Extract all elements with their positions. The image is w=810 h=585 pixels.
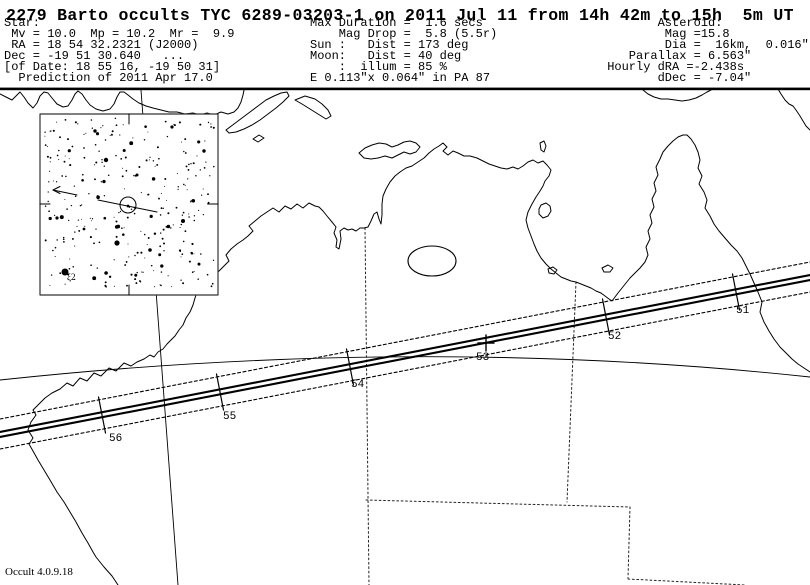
coastlines	[0, 88, 810, 585]
time-tick-54	[345, 348, 355, 386]
map-top-border	[0, 87, 810, 91]
small-island-north-arnhem	[539, 140, 547, 153]
groote-eylandt-island	[538, 202, 552, 219]
time-tick-52	[601, 298, 611, 336]
plus-marker-53	[477, 334, 495, 352]
path-time-ticks	[97, 273, 741, 434]
asteroid-motion-arrow	[52, 186, 158, 213]
path-time-label-55: 55	[223, 411, 237, 423]
new-guinea-coast-west	[642, 89, 712, 102]
page-title: 2279 Barto occults TYC 6289-03203-1 on 2…	[6, 6, 794, 25]
finder-chart-edge-ticks	[39, 113, 219, 296]
error-ellipse	[407, 245, 457, 277]
state-borders	[364, 227, 746, 585]
software-version-label: Occult 4.0.9.18	[5, 566, 73, 578]
wellesley-island	[547, 266, 558, 275]
path-uncertainty-north	[0, 261, 810, 420]
border-26s	[365, 499, 631, 508]
small-island-south-of-timor	[252, 134, 265, 143]
time-tick-55	[215, 373, 225, 411]
bright-star-label: ξ2	[67, 272, 76, 282]
path-limit-south	[0, 278, 810, 439]
timor-island	[225, 91, 290, 134]
time-tick-56	[97, 396, 107, 434]
path-limit-north	[0, 273, 810, 434]
melville-bathurst-islands	[358, 140, 421, 160]
event-data-block: Max Duration = 1.6 secs Mag Drop = 5.8 (…	[310, 16, 498, 85]
path-time-label-54: 54	[351, 379, 365, 391]
indonesia-island-chain-coast	[0, 89, 245, 116]
star-altitude-limit-line	[0, 356, 810, 381]
path-time-label-53: 53	[476, 352, 490, 364]
finder-chart-inset	[39, 113, 219, 296]
occultation-path	[0, 261, 810, 450]
border-qld-sa	[627, 506, 631, 579]
border-qld-nsw	[627, 578, 746, 585]
small-island-east-of-timor	[294, 95, 332, 120]
path-uncertainty-south	[0, 291, 810, 450]
australia-mainland-coast	[27, 134, 810, 585]
path-time-label-56: 56	[109, 433, 123, 445]
path-time-label-52: 52	[608, 331, 622, 343]
border-nt-qld	[566, 281, 577, 503]
mornington-island	[601, 264, 614, 273]
asteroid-data-block: Asteroid: Mag =15.8 Dia = 16km, 0.016" P…	[607, 16, 809, 85]
target-star-circle	[119, 196, 137, 214]
new-guinea-coast-east	[777, 88, 810, 131]
finder-chart-frame	[39, 113, 219, 296]
path-time-label-51: 51	[736, 305, 750, 317]
star-data-block: Star: Mv = 10.0 Mp = 10.2 Mr = 9.9 RA = …	[4, 16, 235, 85]
border-wa-nt	[364, 227, 370, 585]
time-tick-51	[731, 273, 741, 311]
